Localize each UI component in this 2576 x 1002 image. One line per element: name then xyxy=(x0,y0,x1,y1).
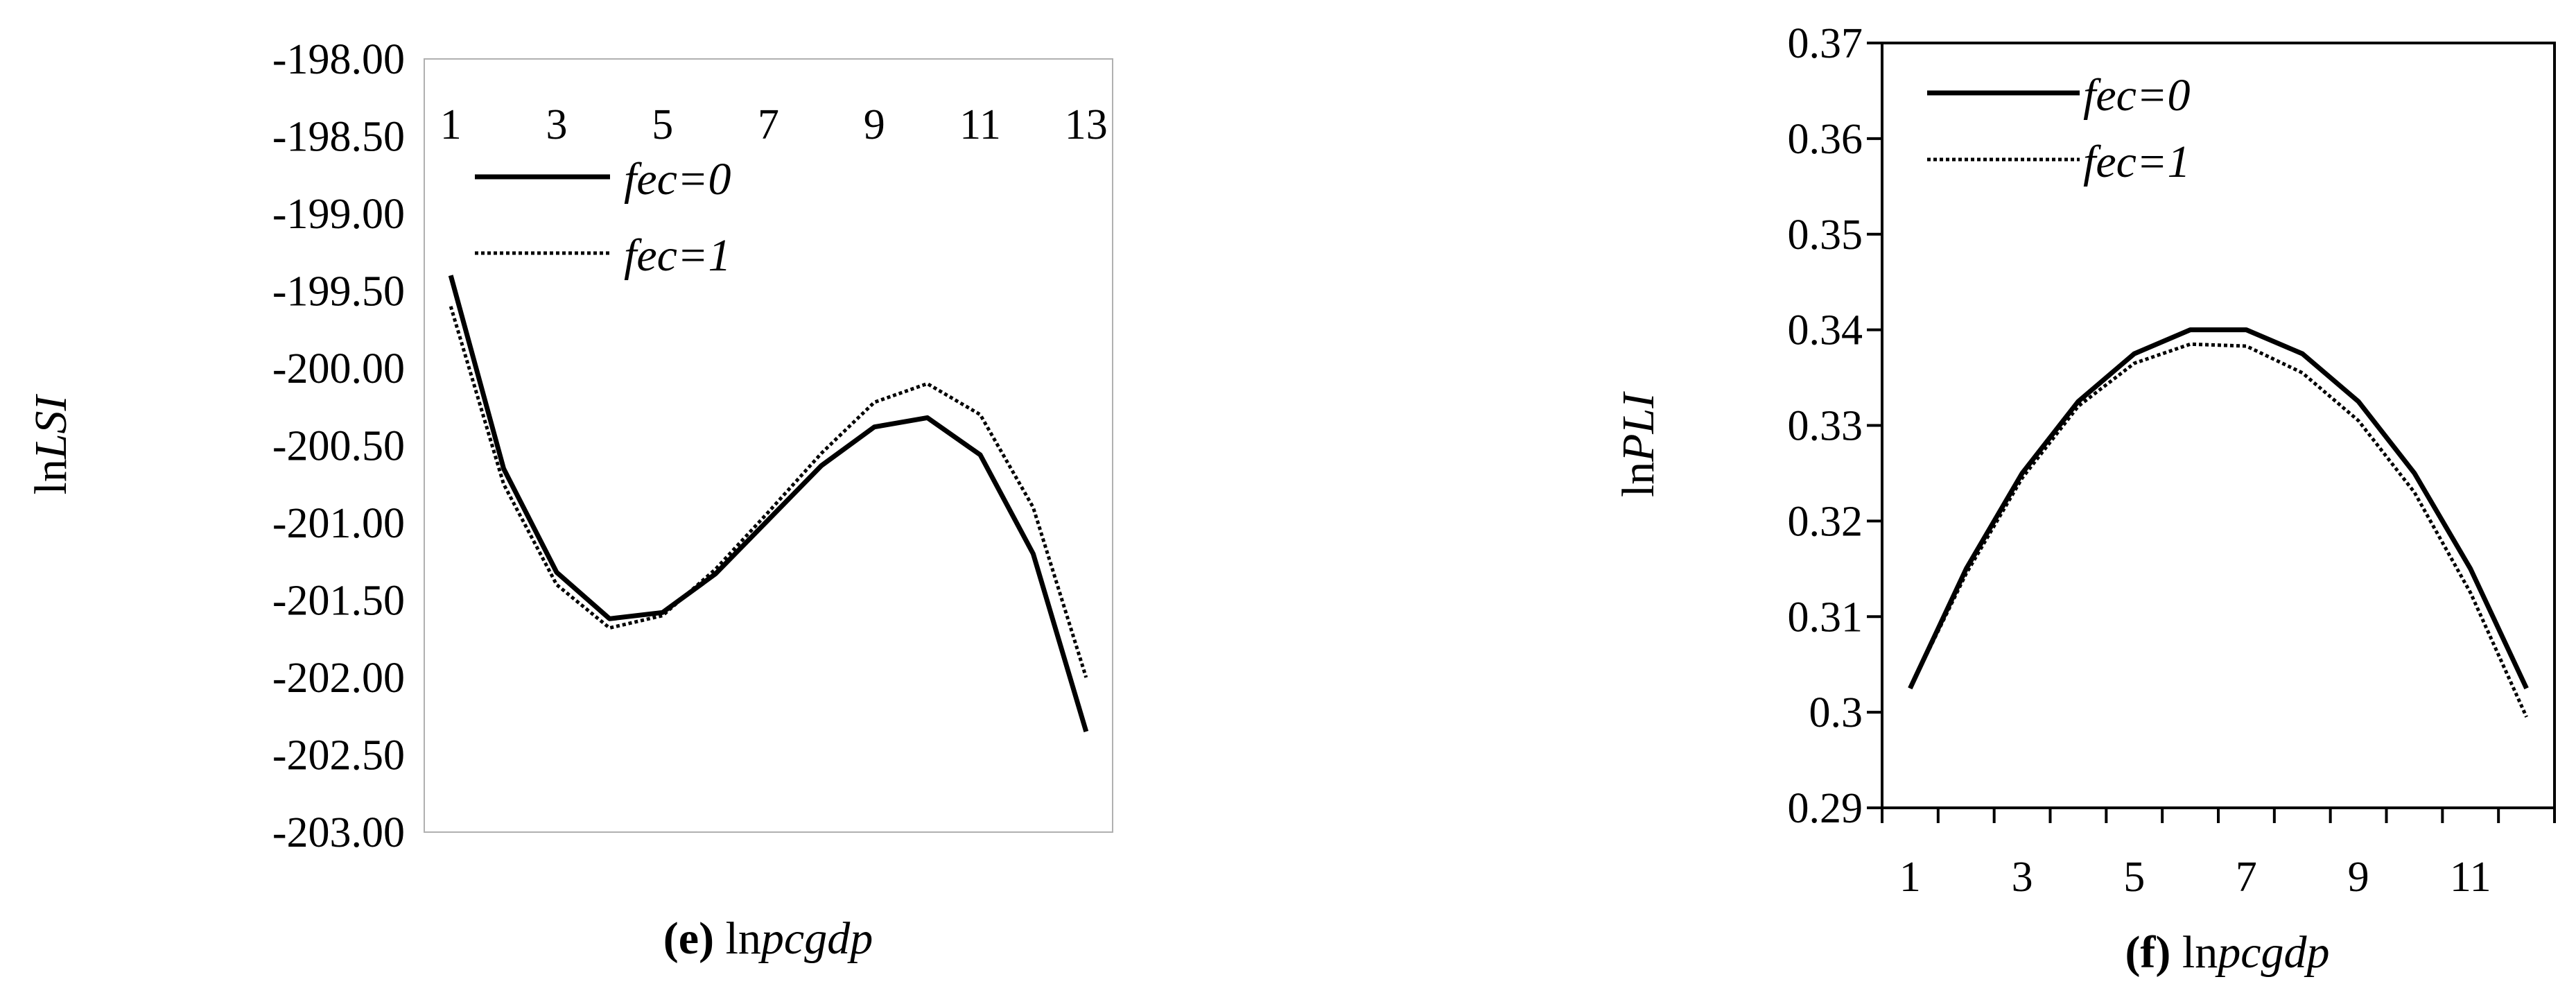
x-tick-label: 13 xyxy=(1065,101,1108,148)
y-tick-label: -202.50 xyxy=(272,732,405,779)
series-line-fec0 xyxy=(1908,327,2529,690)
x-tick-label: 7 xyxy=(2236,854,2257,901)
y-tick-label: -200.50 xyxy=(272,423,405,470)
panel-caption: (f) lnpcgdp xyxy=(2125,927,2329,978)
y-axis-label-variable: PLI xyxy=(1613,391,1664,463)
legend: fec=0 fec=1 xyxy=(475,154,731,281)
caption-ln: ln xyxy=(726,913,761,964)
y-tick-label: 0.3 xyxy=(1809,689,1863,736)
y-tick-label: -202.00 xyxy=(272,655,405,702)
x-tick-label: 3 xyxy=(2012,854,2033,901)
caption-space xyxy=(714,913,726,964)
x-tick-label: 1 xyxy=(1899,854,1921,901)
x-tick-label: 9 xyxy=(2348,854,2369,901)
legend-label-fec0: fec=0 xyxy=(2083,70,2190,121)
y-axis-label-prefix: ln xyxy=(1613,462,1664,497)
legend-label-fec0: fec=0 xyxy=(624,154,731,205)
x-tick-label: 7 xyxy=(758,101,779,148)
y-tick-labels: 0.37 0.36 0.35 0.34 0.33 0.32 0.31 0.3 0.29 xyxy=(1788,20,1863,832)
y-tick-label: 0.34 xyxy=(1788,307,1863,354)
y-tick-label: -201.50 xyxy=(272,578,405,625)
y-tick-label: -201.00 xyxy=(272,500,405,547)
caption-panel-letter: (f) xyxy=(2125,927,2170,978)
y-axis-label-variable: LSI xyxy=(26,393,76,460)
y-tick-label: 0.32 xyxy=(1788,498,1863,545)
x-tick-label: 9 xyxy=(864,101,885,148)
x-tick-label: 11 xyxy=(959,101,1001,148)
x-tick-label: 11 xyxy=(2450,854,2491,901)
y-tick-label: 0.31 xyxy=(1788,594,1863,641)
series-lines xyxy=(448,275,1089,732)
y-tick-label: 0.37 xyxy=(1788,20,1863,67)
x-tick-label: 5 xyxy=(2123,854,2145,901)
caption-panel-letter: (e) xyxy=(663,913,714,964)
chart-panel-e: -198.00 -198.50 -199.00 -199.50 -200.00 -200.… xyxy=(26,36,1113,964)
axis-tick-marks xyxy=(1867,42,2556,823)
legend-label-fec1: fec=1 xyxy=(2083,137,2190,187)
caption-space xyxy=(2170,927,2182,978)
y-axis-label-prefix: ln xyxy=(26,459,76,494)
plot-area-frame xyxy=(424,58,1113,833)
plot-area-frame xyxy=(1881,42,2556,809)
y-tick-label: 0.36 xyxy=(1788,116,1863,163)
y-tick-label: -199.00 xyxy=(272,191,405,238)
x-tick-labels: 1 3 5 7 9 11 13 xyxy=(440,101,1108,148)
series-line-fec1 xyxy=(1908,342,2528,718)
y-tick-label: -203.00 xyxy=(272,809,405,856)
y-tick-label: 0.33 xyxy=(1788,403,1863,450)
panel-caption: (e) lnpcgdp xyxy=(663,913,873,964)
caption-variable: pcgdp xyxy=(2215,927,2329,978)
x-tick-label: 1 xyxy=(440,101,462,148)
y-axis-label: lnPLI xyxy=(1613,391,1664,497)
legend-label-fec1: fec=1 xyxy=(624,230,731,281)
x-tick-label: 3 xyxy=(546,101,567,148)
x-tick-labels: 1 3 5 7 9 11 xyxy=(1899,854,2491,901)
series-line-fec1 xyxy=(449,306,1088,678)
caption-ln: ln xyxy=(2182,927,2218,978)
caption-variable: pcgdp xyxy=(758,913,873,964)
y-tick-label: 0.29 xyxy=(1788,785,1863,832)
y-tick-label: 0.35 xyxy=(1788,211,1863,259)
legend: fec=0 fec=1 xyxy=(1927,70,2190,187)
series-lines xyxy=(1908,327,2529,718)
y-tick-label: -198.50 xyxy=(272,114,405,161)
y-axis-label: lnLSI xyxy=(26,393,76,494)
x-tick-label: 5 xyxy=(652,101,673,148)
y-tick-label: -200.00 xyxy=(272,345,405,392)
y-tick-label: -199.50 xyxy=(272,268,405,316)
y-tick-labels: -198.00 -198.50 -199.00 -199.50 -200.00 -200.… xyxy=(272,36,405,856)
y-tick-label: -198.00 xyxy=(272,36,405,83)
series-line-fec0 xyxy=(448,275,1089,732)
chart-panel-f: 0.37 0.36 0.35 0.34 0.33 0.32 0.31 0.3 0.29 1 3 5 7… xyxy=(1613,20,2556,978)
